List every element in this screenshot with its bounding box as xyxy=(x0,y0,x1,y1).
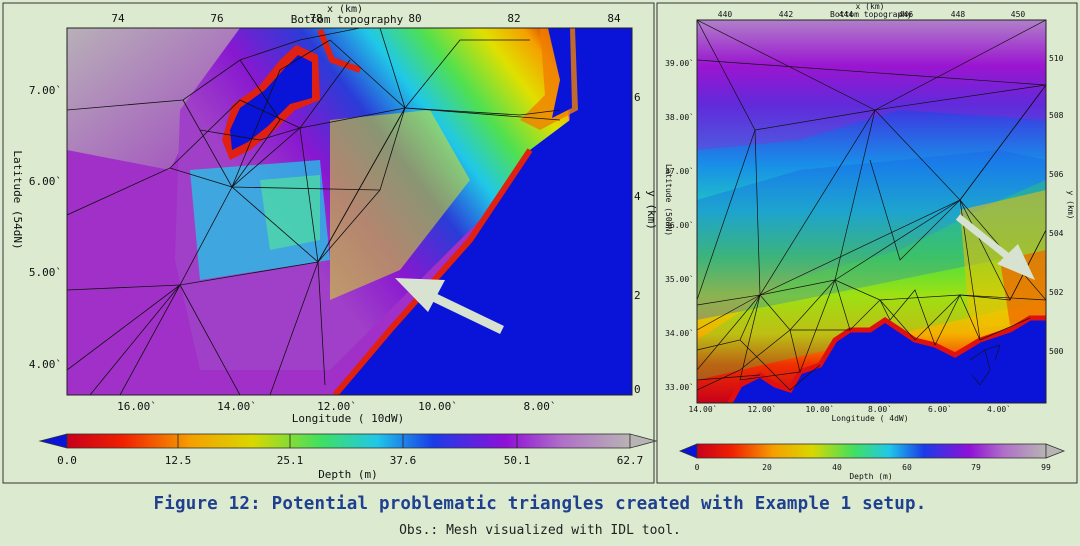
tick: 74 xyxy=(111,12,125,25)
tick: 50.1 xyxy=(504,454,531,467)
tick: 99 xyxy=(1041,463,1051,472)
tick: 37.00` xyxy=(665,166,694,176)
tick: 504 xyxy=(1049,229,1064,238)
tick: 12.00` xyxy=(748,404,777,414)
tick: 440 xyxy=(718,10,733,19)
tick: 38.00` xyxy=(665,112,694,122)
tick: 20 xyxy=(762,463,772,472)
right-top-ticks: 440 442 444 446 448 450 xyxy=(718,10,1026,19)
tick: 37.6 xyxy=(390,454,417,467)
tick: 508 xyxy=(1049,111,1064,120)
arrow-right xyxy=(955,214,1035,280)
left-colorbar-ticks: 0.0 12.5 25.1 37.6 50.1 62.7 xyxy=(57,454,643,467)
left-bottom-ticks: 16.00` 14.00` 12.00` 10.00` 8.00` xyxy=(117,400,556,413)
left-colorbar xyxy=(38,433,658,449)
tick: 506 xyxy=(1049,170,1064,179)
tick: 450 xyxy=(1011,10,1026,19)
tick: 12.5 xyxy=(165,454,192,467)
tick: 446 xyxy=(899,10,914,19)
tick: 500 xyxy=(1049,347,1064,356)
tick: 2 xyxy=(634,289,641,302)
right-top-axis-label: x (km) xyxy=(856,2,885,11)
left-bottom-axis-label: Longitude ( 10dW) xyxy=(292,412,405,425)
figure-caption-subtitle: Obs.: Mesh visualized with IDL tool. xyxy=(399,523,681,538)
tick: 80 xyxy=(408,12,421,25)
arrow-left xyxy=(395,278,504,335)
tick: 10.00` xyxy=(418,400,458,413)
tick: 510 xyxy=(1049,54,1064,63)
right-bottom-ticks: 14.00` 12.00` 10.00` 8.00` 6.00` 4.00` xyxy=(689,404,1012,414)
tick: 0.0 xyxy=(57,454,77,467)
tick: 4.00` xyxy=(29,358,62,371)
left-colorbar-label: Depth (m) xyxy=(318,468,378,481)
left-right-ticks: 6 4 2 0 xyxy=(634,91,641,396)
tick: 442 xyxy=(779,10,794,19)
right-left-ticks: 39.00` 38.00` 37.00` 36.00` 35.00` 34.00… xyxy=(665,58,694,392)
left-map xyxy=(67,28,632,395)
right-bottom-axis-label: Longitude ( 4dW) xyxy=(831,414,908,423)
tick: 502 xyxy=(1049,288,1064,297)
tick: 84 xyxy=(607,12,621,25)
tick: 78 xyxy=(309,12,322,25)
tick: 0 xyxy=(695,463,700,472)
tick: 76 xyxy=(210,12,223,25)
tick: 14.00` xyxy=(217,400,257,413)
tick: 448 xyxy=(951,10,966,19)
tick: 7.00` xyxy=(29,84,62,97)
tick: 8.00` xyxy=(523,400,556,413)
right-colorbar xyxy=(678,443,1066,459)
left-mesh xyxy=(67,28,561,395)
tick: 444 xyxy=(839,10,854,19)
tick: 34.00` xyxy=(665,328,694,338)
tick: 4.00` xyxy=(987,404,1011,414)
left-right-axis-label: y (km) xyxy=(645,190,658,230)
tick: 39.00` xyxy=(665,58,694,68)
left-left-axis-label: Latitude (54dN) xyxy=(11,150,24,249)
tick: 82 xyxy=(507,12,520,25)
tick: 6.00` xyxy=(928,404,952,414)
right-mesh xyxy=(697,20,1046,391)
left-left-ticks: 7.00` 6.00` 5.00` 4.00` xyxy=(29,84,62,371)
tick: 6.00` xyxy=(29,175,62,188)
tick: 33.00` xyxy=(665,382,694,392)
tick: 79 xyxy=(971,463,981,472)
tick: 40 xyxy=(832,463,842,472)
tick: 14.00` xyxy=(689,404,718,414)
tick: 12.00` xyxy=(317,400,357,413)
tick: 10.00` xyxy=(806,404,835,414)
tick: 5.00` xyxy=(29,266,62,279)
tick: 8.00` xyxy=(868,404,892,414)
tick: 36.00` xyxy=(665,220,694,230)
left-top-axis-label: x (km) xyxy=(327,4,363,15)
tick: 0 xyxy=(634,383,641,396)
right-right-ticks: 510 508 506 504 502 500 xyxy=(1049,54,1064,356)
tick: 62.7 xyxy=(617,454,644,467)
left-plot-title: Bottom topography xyxy=(291,13,404,26)
right-plot-title: Bottom topography xyxy=(830,10,912,19)
tick: 4 xyxy=(634,190,641,203)
tick: 25.1 xyxy=(277,454,304,467)
tick: 16.00` xyxy=(117,400,157,413)
tick: 60 xyxy=(902,463,912,472)
figure-caption-title: Figure 12: Potential problematic triangl… xyxy=(153,494,927,514)
right-map xyxy=(697,20,1046,403)
right-right-axis-label: y (km) xyxy=(1066,191,1075,220)
left-top-ticks: 74 76 78 80 82 84 xyxy=(111,12,621,25)
right-colorbar-ticks: 0 20 40 60 79 99 xyxy=(695,463,1051,472)
right-left-axis-label: Latitude (50dN) xyxy=(664,164,673,236)
right-colorbar-label: Depth (m) xyxy=(849,472,892,481)
tick: 35.00` xyxy=(665,274,694,284)
tick: 6 xyxy=(634,91,641,104)
